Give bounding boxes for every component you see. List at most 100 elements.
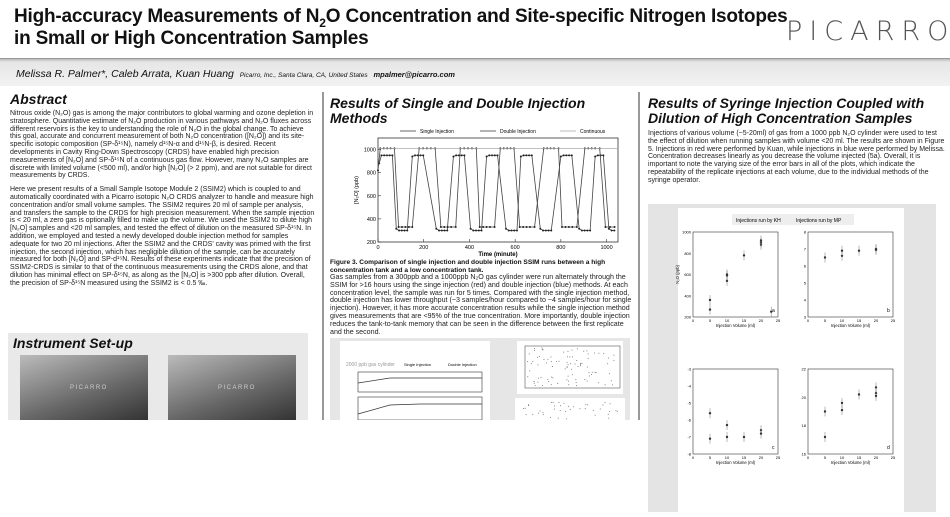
noise-point [577, 366, 579, 368]
abstract-section: Abstract Nitrous oxide (N₂O) gas is amon… [10, 92, 316, 288]
data-point [443, 225, 446, 228]
noise-point [542, 412, 544, 414]
data-point [439, 225, 442, 228]
noise-point [540, 376, 542, 378]
x-tick-label: 10 [725, 318, 730, 323]
noise-point [542, 414, 544, 416]
data-point [857, 249, 861, 252]
data-point [589, 229, 592, 232]
noise-point [527, 376, 529, 378]
x-tick-label: 20 [759, 318, 764, 323]
data-point [383, 154, 386, 157]
noise-point [581, 362, 583, 364]
noise-point [525, 414, 527, 416]
legend-label: Double Injection [500, 129, 536, 135]
data-point [725, 279, 729, 283]
poster-title: High-accuracy Measurements of N2O Concen… [14, 6, 788, 49]
abstract-p2: Here we present results of a Small Sampl… [10, 186, 315, 287]
title-line-2: in Small or High Concentration Samples [14, 28, 369, 49]
panel-label: a [772, 308, 775, 314]
noise-point [532, 361, 534, 363]
data-point [583, 229, 586, 232]
data-point [594, 155, 597, 158]
instrument-photo: PICARRO [20, 355, 148, 420]
noise-point [610, 380, 612, 382]
data-point [539, 227, 542, 230]
x-tick-label: 200 [419, 245, 428, 251]
data-point [493, 225, 496, 228]
panel-label: d [887, 445, 890, 451]
noise-point [594, 371, 596, 373]
noise-point [566, 361, 568, 363]
y-tick-label: 400 [684, 293, 691, 298]
abstract-heading: Abstract [10, 91, 67, 107]
middle-heading: Results of Single and Double Injection M… [330, 95, 586, 126]
x-axis-label: Time (minute) [478, 252, 517, 258]
data-point [596, 154, 599, 157]
noise-point [547, 358, 549, 360]
data-point [491, 154, 494, 157]
noise-point [546, 362, 548, 364]
data-point [840, 254, 844, 257]
data-point [485, 155, 488, 158]
x-tick-label: 15 [742, 318, 747, 323]
x-tick-label: 600 [511, 245, 520, 251]
data-point [478, 225, 481, 228]
noise-point [613, 359, 615, 361]
y-tick-label: 6 [804, 264, 807, 269]
noise-point [551, 366, 553, 368]
data-point [525, 225, 528, 228]
y-tick-label: 600 [684, 272, 691, 277]
data-point [472, 229, 475, 232]
data-point [564, 225, 567, 228]
data-point [406, 229, 409, 232]
email-link[interactable]: mpalmer@picarro.com [373, 70, 455, 79]
data-point [725, 423, 729, 427]
x-tick-label: 400 [465, 245, 474, 251]
x-tick-label: 10 [840, 318, 845, 323]
data-point [513, 229, 516, 232]
panel-frame [807, 231, 894, 318]
data-point [422, 154, 425, 157]
x-tick-label: 0 [807, 318, 810, 323]
data-point [607, 227, 610, 230]
data-point [488, 154, 491, 157]
data-point [547, 229, 550, 232]
data-point [398, 229, 401, 232]
data-point [510, 229, 513, 232]
noise-point [538, 356, 540, 358]
noise-point [571, 356, 573, 358]
y-tick-label: 200 [684, 315, 691, 320]
noise-point [550, 401, 552, 403]
noise-point [541, 347, 543, 349]
noise-point [607, 413, 609, 415]
noise-point [598, 382, 600, 384]
noise-point [550, 416, 552, 418]
noise-point [573, 406, 575, 408]
data-point [485, 225, 488, 228]
noise-point [608, 357, 610, 359]
noise-point [539, 410, 541, 412]
data-point [452, 155, 455, 158]
noise-point [548, 381, 550, 383]
data-point [407, 225, 410, 228]
data-point [559, 155, 562, 158]
right-text: Injections of various volume (~5-20ml) o… [648, 130, 945, 184]
x-tick-label: 5 [709, 318, 712, 323]
x-tick-label: 25 [891, 318, 896, 323]
data-point [604, 225, 607, 228]
noise-point [559, 405, 561, 407]
data-point [435, 227, 438, 230]
noise-point [529, 370, 531, 372]
data-point [528, 154, 531, 157]
noise-point [588, 375, 590, 377]
data-point [457, 154, 460, 157]
y-tick-label: 600 [367, 194, 376, 200]
data-point [522, 225, 525, 228]
x-tick-label: 25 [776, 455, 781, 460]
data-point [385, 154, 388, 157]
data-point [725, 273, 729, 276]
data-point [610, 229, 613, 232]
x-tick-label: 25 [776, 318, 781, 323]
noise-point [590, 374, 592, 376]
